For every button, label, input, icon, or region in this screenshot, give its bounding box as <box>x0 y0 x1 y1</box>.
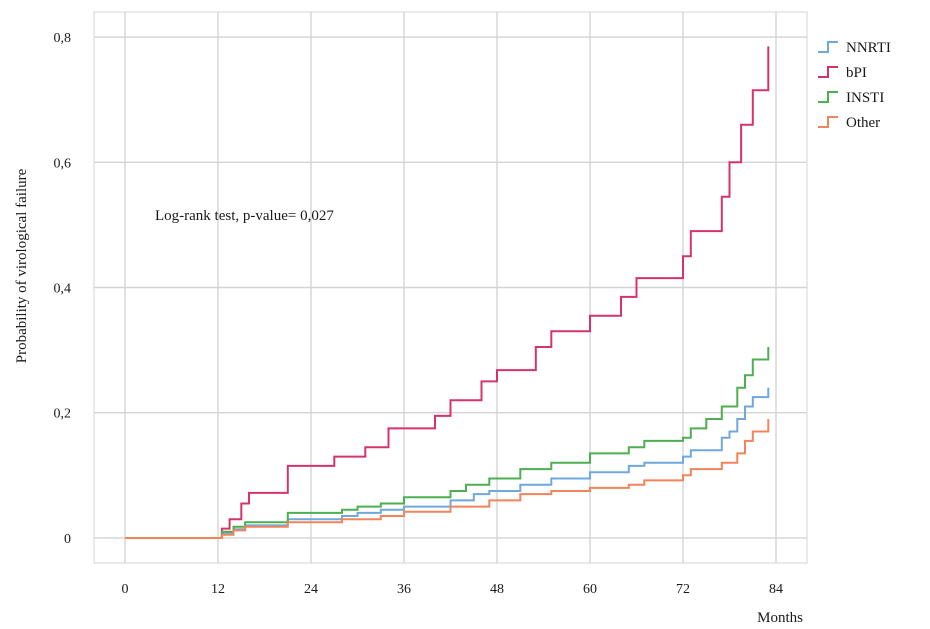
x-tick-label: 12 <box>211 582 225 597</box>
x-tick-label: 48 <box>490 582 504 597</box>
y-tick-label: 0,6 <box>54 156 72 171</box>
x-tick-label: 24 <box>304 582 318 597</box>
y-tick-label: 0 <box>64 532 71 547</box>
series-line-other <box>125 419 770 539</box>
legend-swatch-insti <box>818 91 838 103</box>
x-tick-label: 60 <box>583 582 597 597</box>
x-tick-label: 0 <box>122 582 129 597</box>
legend-label-other: Other <box>846 115 880 131</box>
series-line-bpi <box>125 46 770 539</box>
x-tick-label: 36 <box>397 582 411 597</box>
series-line-insti <box>125 347 770 539</box>
y-tick-labels: 0 0,2 0,4 0,6 0,8 <box>54 31 72 547</box>
x-axis-title: Months <box>757 610 803 626</box>
gridlines <box>94 12 807 563</box>
series-line-nnrti <box>125 387 770 539</box>
series-group <box>125 46 770 539</box>
legend-swatch-bpi <box>818 66 838 78</box>
y-tick-label: 0,2 <box>54 407 72 422</box>
y-axis-title: Probability of virological failure <box>14 168 30 363</box>
y-tick-label: 0,4 <box>54 282 72 297</box>
plot-frame <box>93 11 808 564</box>
legend-label-nnrti: NNRTI <box>846 40 891 56</box>
x-tick-labels: 0 12 24 36 48 60 72 84 <box>122 582 784 597</box>
y-tick-label: 0,8 <box>54 31 72 46</box>
log-rank-annotation: Log-rank test, p-value= 0,027 <box>155 208 334 224</box>
legend-swatch-other <box>818 116 838 128</box>
legend: NNRTI bPI INSTI Other <box>818 40 891 131</box>
x-tick-label: 84 <box>769 582 783 597</box>
x-tick-label: 72 <box>676 582 690 597</box>
legend-label-insti: INSTI <box>846 90 884 106</box>
legend-label-bpi: bPI <box>846 65 867 81</box>
legend-swatch-nnrti <box>818 41 838 53</box>
